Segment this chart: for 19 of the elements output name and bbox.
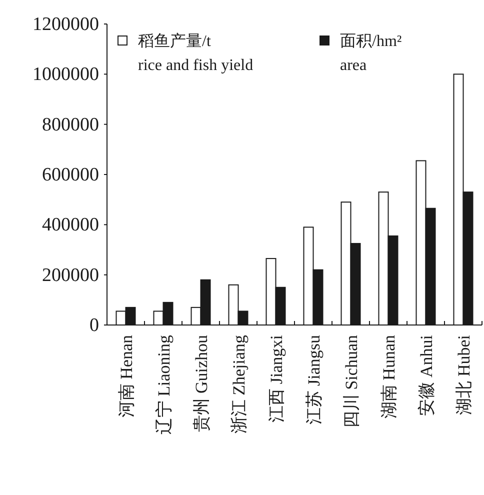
x-tick-label: 安徽 Anhui <box>416 334 436 416</box>
x-tick-label: 贵州 Guizhou <box>192 334 211 432</box>
y-tick-label: 1000000 <box>32 64 99 86</box>
y-tick-label: 800000 <box>42 114 99 136</box>
y-tick-label: 200000 <box>42 264 99 286</box>
x-tick-label: 河南 Henan <box>116 334 136 418</box>
x-tick-label: 四川 Sichuan <box>342 334 361 428</box>
y-tick-label: 0 <box>90 315 99 336</box>
x-tick-label: 辽宁 Liaoning <box>154 334 174 435</box>
legend-label: 稻鱼产量/t rice and fish yield <box>138 32 254 74</box>
x-tick-label: 浙江 Zhejiang <box>229 334 248 434</box>
legend-label: 面积/hm² area <box>340 33 402 74</box>
y-tick-label: 600000 <box>42 164 99 186</box>
y-tick-label: 1200000 <box>32 14 99 35</box>
x-tick-label: 湖北 Hubei <box>454 334 474 415</box>
y-tick-label: 400000 <box>42 214 99 236</box>
x-tick-label: 江苏 Jiangsu <box>304 334 324 424</box>
x-tick-label: 湖南 Hunan <box>379 334 398 419</box>
x-tick-label: 江西 Jiangxi <box>266 334 286 422</box>
